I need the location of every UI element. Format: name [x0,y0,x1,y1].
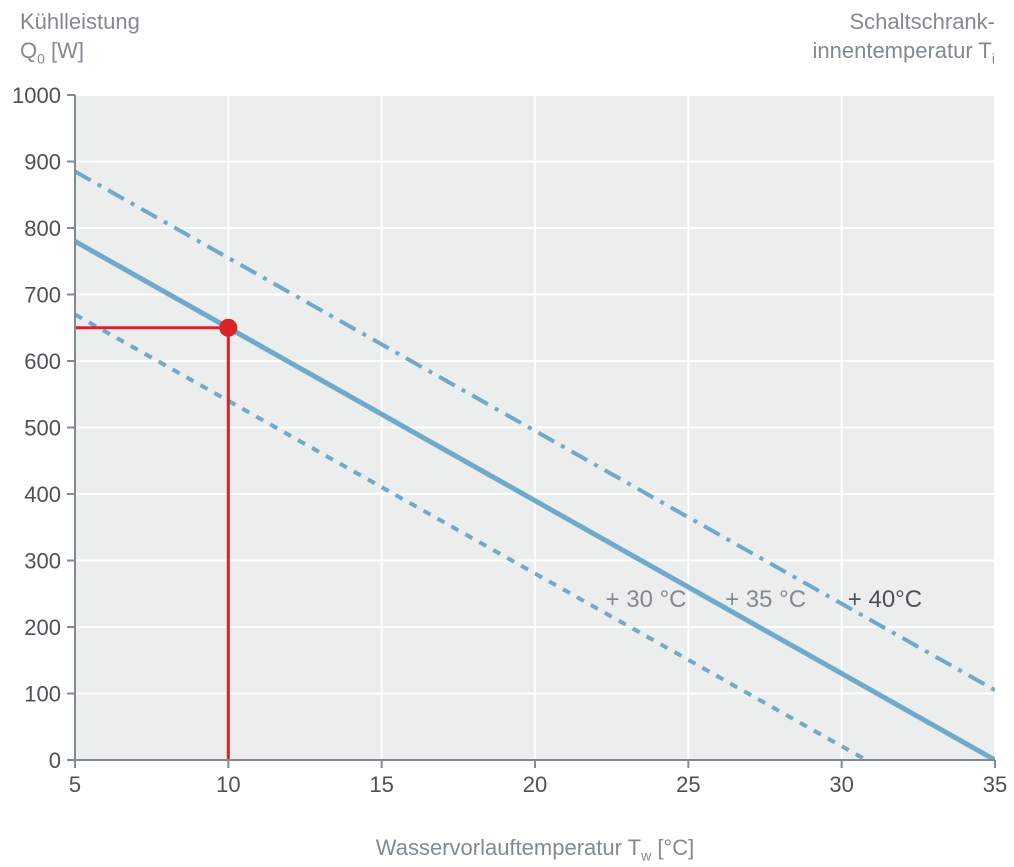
series-label: + 35 °C [725,586,806,613]
x-axis-title: Wasservorlauftemperatur Tw [°C] [75,835,995,863]
x-tick-label: 25 [676,772,700,797]
x-tick-label: 30 [829,772,853,797]
y-title-line2: Q0 [W] [20,38,84,63]
y-tick-label: 800 [24,216,61,241]
y-tick-label: 100 [24,682,61,707]
x-tick-label: 20 [523,772,547,797]
y-tick-label: 500 [24,416,61,441]
cooling-chart: + 30 °C + 35 °C + 40°C 0 100 200 300 400 500 600 7… [0,0,1014,867]
y-tick-label: 0 [49,748,61,773]
x-tick-label: 10 [216,772,240,797]
marker-point [219,319,237,337]
right-title-line1: Schaltschrank- [849,9,995,34]
secondary-title: Schaltschrank-innentemperatur Ti [813,8,996,67]
x-tick-label: 15 [369,772,393,797]
series-label: + 30 °C [606,586,687,613]
x-tick-label: 5 [69,772,81,797]
y-tick-label: 700 [24,283,61,308]
y-tick-label: 900 [24,150,61,175]
y-tick-label: 200 [24,615,61,640]
series-label: + 40°C [848,586,922,613]
chart-container: Kühlleistung Q0 [W] Schaltschrank-innente… [0,0,1014,867]
x-tick-label: 35 [983,772,1007,797]
y-tick-label: 300 [24,549,61,574]
y-axis-title: Kühlleistung Q0 [W] [20,8,140,67]
right-title-line2: innentemperatur Ti [813,38,996,63]
y-tick-label: 400 [24,482,61,507]
y-title-line1: Kühlleistung [20,9,140,34]
y-tick-label: 600 [24,349,61,374]
y-tick-label: 1000 [12,83,61,108]
